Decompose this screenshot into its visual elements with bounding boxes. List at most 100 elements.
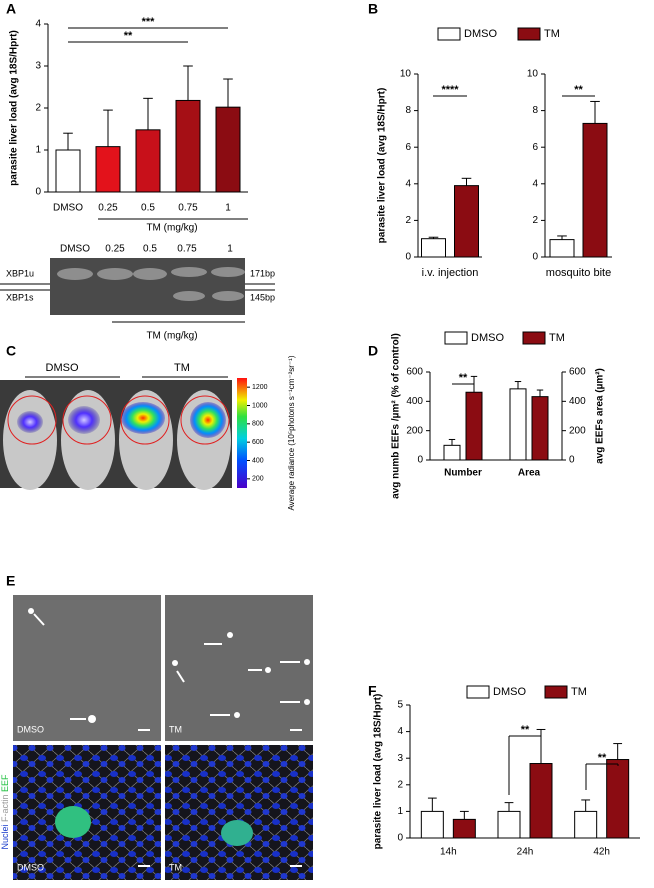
- y-tick-label: 0: [532, 252, 538, 263]
- panel-letter: C: [6, 343, 16, 359]
- significance-label: ****: [441, 84, 459, 96]
- stain: EEF: [0, 774, 10, 792]
- y-tick-label: 0: [35, 187, 41, 198]
- y-tick-label: 2: [405, 215, 411, 226]
- y-tick-label: 3: [35, 61, 41, 72]
- x-tick-label: 42h: [593, 847, 610, 858]
- y-tick-label: 4: [405, 178, 411, 189]
- tile: [13, 595, 161, 741]
- lane-label: 0.75: [177, 244, 197, 255]
- colorbar-tick-label: 600: [252, 439, 264, 446]
- y-tick-label: 6: [405, 142, 411, 153]
- y-tick-label: 2: [35, 103, 41, 114]
- x-tick-label: Area: [518, 468, 541, 479]
- bar: [95, 146, 121, 193]
- y-tick-label: 4: [35, 19, 41, 30]
- x-axis-label: TM (mg/kg): [146, 223, 197, 234]
- panel-letter: A: [6, 1, 16, 17]
- lane-label: 0.5: [143, 244, 157, 255]
- y-axis-label: parasite liver load (avg 18S/Hprt): [377, 88, 388, 244]
- stain: Nuclei: [0, 825, 10, 850]
- bar: [606, 759, 630, 839]
- y-tick-label: 4: [397, 726, 403, 737]
- band-label: XBP1u: [6, 268, 34, 278]
- bar: [175, 99, 201, 193]
- legend-label: DMSO: [493, 686, 526, 698]
- legend-label: DMSO: [464, 28, 497, 40]
- bar: [421, 238, 446, 258]
- legend-swatch: [466, 685, 490, 699]
- colorbar-tick-label: 1000: [252, 402, 268, 409]
- significance-label: **: [574, 84, 583, 96]
- y-tick-label: 4: [532, 178, 538, 189]
- legend-label: TM: [571, 686, 587, 698]
- y-tick-label: 5: [397, 700, 403, 711]
- tile-label: TM: [169, 724, 182, 734]
- eef: [55, 806, 91, 838]
- band-size: 171bp: [250, 268, 275, 278]
- signal: [190, 402, 226, 438]
- significance-label: **: [598, 752, 607, 764]
- panel-letter: E: [6, 573, 15, 589]
- y-axis-label: avg numb EEFs /µm² (% of control): [391, 333, 402, 499]
- x-tick-label: DMSO: [53, 203, 83, 214]
- x-tick-label: 1: [225, 203, 231, 214]
- y-tick-label: 8: [532, 105, 538, 116]
- colorbar: [237, 378, 247, 488]
- panel-letter: F: [368, 683, 377, 699]
- lane-label: 0.25: [105, 244, 125, 255]
- y-tick-label: 3: [397, 753, 403, 764]
- y-tick-label: 0: [397, 833, 403, 844]
- arrows: [33, 613, 302, 867]
- legend-label: DMSO: [471, 332, 504, 344]
- legend-label: TM: [544, 28, 560, 40]
- band-label: XBP1s: [6, 292, 34, 302]
- y2-tick-label: 600: [569, 367, 586, 378]
- panel-letter: D: [368, 343, 378, 359]
- y-tick-label: 400: [406, 396, 423, 407]
- gel-xlabel: TM (mg/kg): [146, 331, 197, 342]
- gel-image: [50, 258, 245, 315]
- group-label: DMSO: [46, 362, 79, 374]
- colorbar-tick-label: 400: [252, 457, 264, 464]
- x-tick-label: Number: [444, 468, 482, 479]
- gel: DMSO 0.25 0.5 0.75 1 XBP1u XBP1s 171bp 1…: [0, 244, 275, 342]
- imaging: DMSO TM Average radiance (10⁵photons s⁻¹…: [0, 355, 296, 511]
- colorbar-tick-label: 800: [252, 421, 264, 428]
- legend-label: TM: [549, 332, 565, 344]
- legend-swatch: [517, 27, 541, 41]
- y-axis-label: parasite liver load (avg 18S/Hprt): [9, 30, 20, 186]
- bar: [574, 810, 598, 839]
- y2-tick-label: 0: [569, 455, 575, 466]
- x-tick-label: i.v. injection: [422, 267, 479, 279]
- tile: [165, 745, 313, 880]
- colorbar-tick-label: 1200: [252, 384, 268, 391]
- y-tick-label: 2: [397, 779, 403, 790]
- bar: [454, 185, 479, 258]
- tile-label: DMSO: [17, 862, 44, 872]
- microscopy: DMSO TM DMSO TM Nuclei F-actin EEF: [0, 595, 313, 880]
- stain: F-actin: [0, 794, 10, 822]
- lane-label: 1: [227, 244, 233, 255]
- tile: [165, 595, 313, 741]
- y-tick-label: 0: [405, 252, 411, 263]
- x-tick-label: 14h: [440, 847, 457, 858]
- bar: [531, 396, 549, 461]
- bar: [55, 149, 81, 193]
- signal: [17, 411, 43, 433]
- bar: [420, 810, 444, 839]
- significance-label: **: [521, 724, 530, 736]
- legend-swatch: [544, 685, 568, 699]
- y-tick-label: 6: [532, 142, 538, 153]
- x-tick-label: 0.25: [98, 203, 118, 214]
- roi: [7, 395, 230, 445]
- bar: [529, 763, 553, 839]
- y-tick-label: 10: [400, 69, 412, 80]
- x-tick-label: 0.75: [178, 203, 198, 214]
- bar: [215, 106, 241, 193]
- y-tick-label: 0: [417, 455, 423, 466]
- stain-label: Nuclei F-actin EEF: [0, 774, 10, 850]
- y-tick-label: 1: [397, 806, 403, 817]
- gel-bands: [57, 267, 245, 301]
